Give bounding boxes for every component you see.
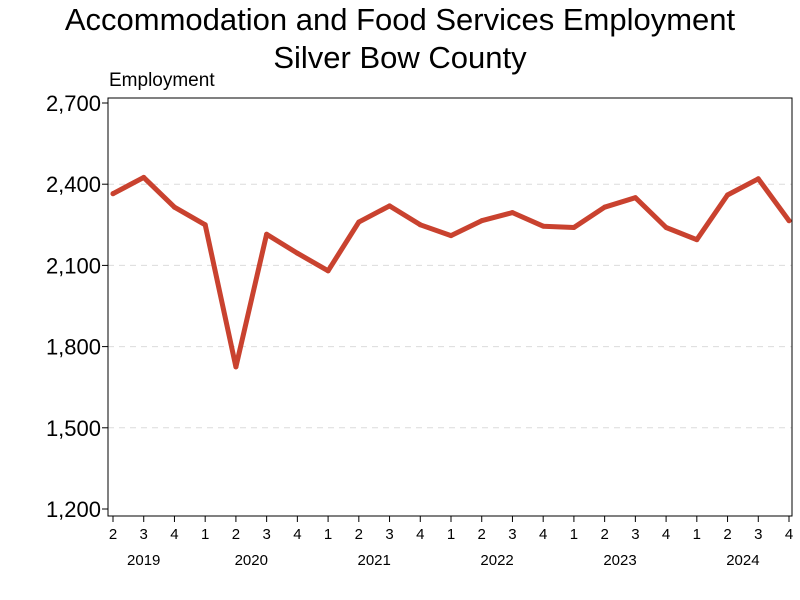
x-year-label: 2022 — [480, 552, 513, 569]
x-tick-label: 1 — [447, 526, 455, 543]
data-point — [571, 225, 577, 231]
x-tick-label: 3 — [385, 526, 393, 543]
chart-title: Accommodation and Food Services Employme… — [64, 2, 736, 37]
x-year-label: 2019 — [127, 552, 160, 569]
data-point — [387, 203, 393, 209]
y-axis-label: Employment — [109, 70, 215, 91]
data-point — [294, 250, 300, 256]
data-point — [141, 174, 147, 180]
data-point — [448, 233, 454, 239]
y-tick-label: 1,800 — [46, 335, 101, 360]
series-line — [110, 174, 792, 370]
x-tick-label: 1 — [693, 526, 701, 543]
data-point — [694, 237, 700, 243]
x-tick-label: 1 — [324, 526, 332, 543]
x-tick-label: 2 — [723, 526, 731, 543]
data-point — [663, 225, 669, 231]
x-tick-label: 2 — [232, 526, 240, 543]
data-point — [171, 204, 177, 210]
y-tick-label: 2,100 — [46, 253, 101, 278]
x-year-label: 2021 — [357, 552, 390, 569]
y-tick-label: 1,200 — [46, 497, 101, 522]
data-point — [356, 219, 362, 225]
x-tick-label: 4 — [785, 526, 793, 543]
x-tick-label: 1 — [570, 526, 578, 543]
x-year-label: 2023 — [603, 552, 636, 569]
x-tick-label: 1 — [201, 526, 209, 543]
x-tick-label: 2 — [355, 526, 363, 543]
chart-subtitle: Silver Bow County — [273, 40, 527, 75]
data-point — [417, 222, 423, 228]
x-year-label: 2020 — [235, 552, 268, 569]
data-point — [479, 218, 485, 224]
y-tick-label: 1,500 — [46, 416, 101, 441]
data-point — [264, 231, 270, 237]
x-year-label: 2024 — [726, 552, 759, 569]
data-point — [325, 268, 331, 274]
y-tick-label: 2,400 — [46, 172, 101, 197]
data-point — [540, 223, 546, 229]
x-axis: 2 3 4 1 2 3 4 1 2 3 4 1 2 3 4 1 2 3 4 1 2 3 4 2019 2020 2021 2022 2… — [109, 516, 793, 569]
x-tick-label: 4 — [170, 526, 178, 543]
data-point — [755, 176, 761, 182]
y-tick-label: 2,700 — [46, 91, 101, 116]
data-point — [632, 195, 638, 201]
x-tick-label: 2 — [600, 526, 608, 543]
x-tick-label: 4 — [293, 526, 301, 543]
data-point — [786, 218, 792, 224]
x-tick-label: 3 — [631, 526, 639, 543]
gridlines — [108, 183, 792, 429]
data-point — [509, 210, 515, 216]
x-tick-label: 3 — [508, 526, 516, 543]
y-axis: 1,200 1,500 1,800 2,100 2,400 2,700 — [46, 91, 108, 522]
plot-frame — [107, 97, 793, 517]
data-point — [233, 364, 239, 370]
data-point — [725, 192, 731, 198]
x-tick-label: 4 — [662, 526, 670, 543]
data-point — [202, 222, 208, 228]
x-tick-label: 4 — [539, 526, 547, 543]
series-lines — [110, 174, 792, 370]
x-tick-label: 3 — [754, 526, 762, 543]
x-tick-label: 2 — [478, 526, 486, 543]
x-tick-label: 3 — [262, 526, 270, 543]
x-tick-label: 2 — [109, 526, 117, 543]
x-tick-label: 4 — [416, 526, 424, 543]
data-point — [110, 191, 116, 197]
x-tick-label: 3 — [140, 526, 148, 543]
data-point — [602, 204, 608, 210]
